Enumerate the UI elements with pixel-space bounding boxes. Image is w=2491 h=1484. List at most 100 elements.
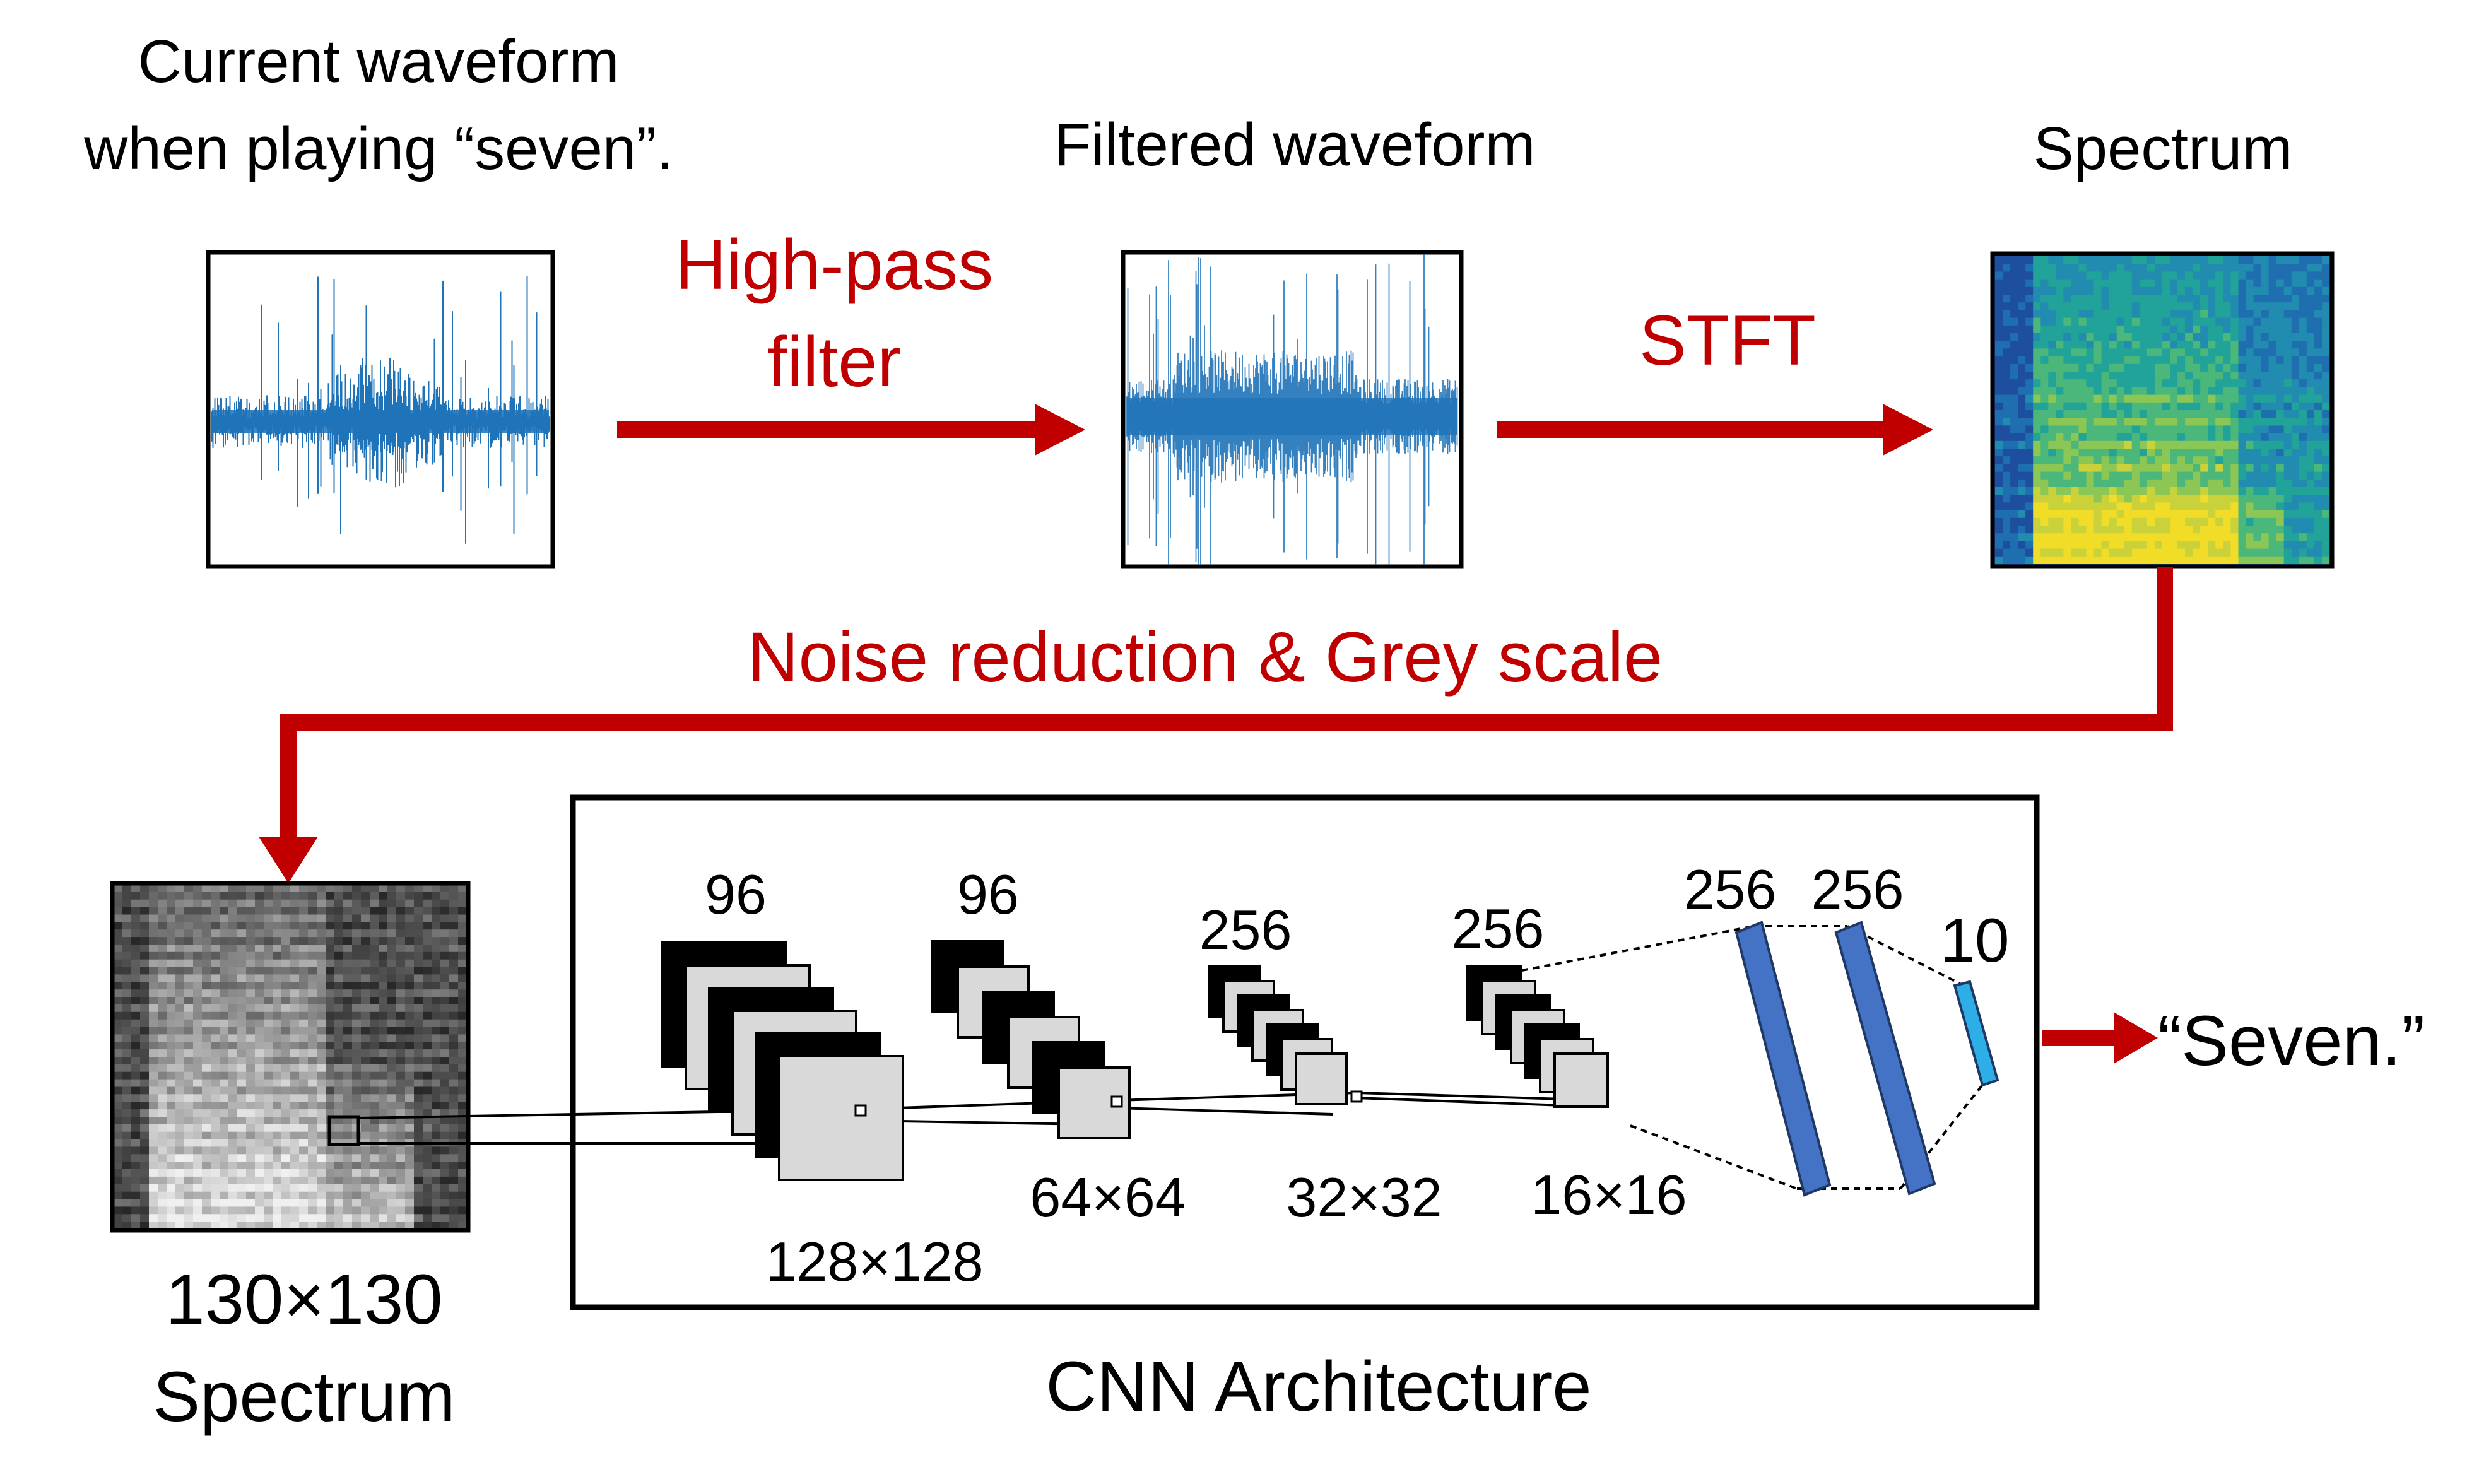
grey-spectrogram-cell bbox=[379, 899, 388, 908]
spectrogram-cell bbox=[2146, 363, 2155, 372]
grey-spectrogram-cell bbox=[379, 1184, 388, 1192]
grey-spectrogram-cell bbox=[334, 1019, 344, 1028]
grey-spectrogram-cell bbox=[122, 1109, 132, 1117]
grey-spectrogram-cell bbox=[405, 1057, 415, 1065]
spectrogram-cell bbox=[2261, 487, 2270, 495]
spectrogram-cell bbox=[2238, 510, 2247, 519]
grey-spectrogram-cell bbox=[228, 1214, 238, 1222]
grey-spectrogram-cell bbox=[158, 1169, 167, 1177]
spectrogram-cell bbox=[2253, 502, 2262, 511]
grey-spectrogram-cell bbox=[167, 929, 176, 938]
grey-spectrogram-cell bbox=[405, 1117, 415, 1125]
spectrogram-cell bbox=[2238, 333, 2247, 341]
spectrogram-cell bbox=[2025, 556, 2034, 564]
spectrogram-cell bbox=[2139, 502, 2148, 511]
spectrogram-cell bbox=[2048, 295, 2056, 303]
grey-spectrogram-cell bbox=[423, 1146, 432, 1155]
grey-spectrogram-cell bbox=[281, 1102, 291, 1110]
spectrogram-cell bbox=[2299, 479, 2307, 488]
spectrogram-cell bbox=[2124, 264, 2133, 272]
grey-spectrogram-cell bbox=[167, 1139, 176, 1148]
spectrogram-cell bbox=[2314, 471, 2323, 480]
grey-spectrogram-cell bbox=[246, 1162, 256, 1170]
grey-spectrogram-cell bbox=[281, 914, 291, 922]
spectrogram-cell bbox=[2003, 310, 2011, 319]
spectrogram-cell bbox=[2177, 394, 2186, 403]
grey-spectrogram-cell bbox=[290, 1146, 300, 1155]
spectrogram-cell bbox=[2116, 479, 2125, 488]
grey-spectrogram-cell bbox=[114, 1057, 123, 1065]
grey-spectrogram-cell bbox=[458, 1011, 467, 1020]
grey-spectrogram-cell bbox=[140, 914, 150, 922]
grey-spectrogram-cell bbox=[211, 1124, 220, 1133]
spectrogram-cell bbox=[2086, 379, 2095, 387]
grey-spectrogram-cell bbox=[290, 937, 300, 945]
spectrogram-cell bbox=[2268, 410, 2277, 418]
grey-spectrogram-cell bbox=[308, 1169, 317, 1177]
spectrogram-cell bbox=[2261, 402, 2270, 411]
grey-spectrogram-cell bbox=[405, 997, 415, 1005]
spectrogram-cell bbox=[1995, 487, 2003, 495]
grey-spectrogram-cell bbox=[423, 1117, 432, 1125]
spectrogram-cell bbox=[2131, 425, 2140, 434]
spectrogram-cell bbox=[2299, 418, 2307, 426]
spectrogram-cell bbox=[2208, 510, 2216, 519]
spectrogram-cell bbox=[2170, 410, 2178, 418]
spectrogram-cell bbox=[2146, 517, 2155, 526]
spectrogram-cell bbox=[2276, 517, 2285, 526]
grey-spectrogram-cell bbox=[193, 1011, 203, 1020]
grey-spectrogram-cell bbox=[228, 1199, 238, 1207]
grey-spectrogram-cell bbox=[440, 1109, 450, 1117]
grey-spectrogram-cell bbox=[440, 1199, 450, 1207]
grey-spectrogram-cell bbox=[264, 1064, 273, 1073]
grey-spectrogram-cell bbox=[405, 1222, 415, 1229]
spectrogram-cell bbox=[2177, 479, 2186, 488]
grey-spectrogram-cell bbox=[352, 914, 362, 922]
spectrogram-cell bbox=[2314, 495, 2323, 503]
spectrogram-cell bbox=[2109, 372, 2117, 380]
grey-spectrogram-cell bbox=[167, 1034, 176, 1042]
spectrogram-cell bbox=[2063, 479, 2071, 488]
spectrogram-cell bbox=[2283, 256, 2292, 264]
grey-spectrogram-cell bbox=[352, 951, 362, 960]
spectrogram-cell bbox=[2200, 440, 2208, 449]
grey-spectrogram-cell bbox=[334, 1146, 344, 1155]
spectrogram-cell bbox=[2268, 440, 2277, 449]
grey-spectrogram-cell bbox=[122, 1102, 132, 1110]
grey-spectrogram-cell bbox=[423, 899, 432, 908]
grey-spectrogram-cell bbox=[131, 1146, 141, 1155]
grey-spectrogram-cell bbox=[184, 1199, 194, 1207]
grey-spectrogram-cell bbox=[114, 885, 123, 893]
spectrogram-cell bbox=[2025, 372, 2034, 380]
grey-spectrogram-cell bbox=[432, 885, 441, 893]
spectrogram-cell bbox=[2193, 548, 2201, 557]
grey-spectrogram-cell bbox=[379, 1109, 388, 1117]
spectrogram-cell bbox=[2314, 425, 2323, 434]
grey-spectrogram-cell bbox=[149, 974, 158, 982]
spectrogram-cell bbox=[2299, 264, 2307, 272]
grey-spectrogram-cell bbox=[184, 899, 194, 908]
grey-spectrogram-cell bbox=[458, 1154, 467, 1162]
grey-spectrogram-cell bbox=[449, 1199, 459, 1207]
grey-spectrogram-cell bbox=[158, 974, 167, 982]
grey-spectrogram-cell bbox=[281, 1027, 291, 1035]
spectrogram-cell bbox=[2086, 433, 2095, 442]
grey-spectrogram-cell bbox=[281, 1064, 291, 1073]
spectrogram-cell bbox=[2025, 387, 2034, 396]
spectrogram-cell bbox=[2109, 479, 2117, 488]
grey-spectrogram-cell bbox=[131, 1191, 141, 1200]
spectrogram-cell bbox=[2276, 402, 2285, 411]
spectrogram-cell bbox=[2124, 372, 2133, 380]
spectrogram-cell bbox=[2276, 526, 2285, 534]
grey-spectrogram-cell bbox=[246, 1057, 256, 1065]
grey-spectrogram-cell bbox=[432, 982, 441, 990]
grey-spectrogram-cell bbox=[114, 1011, 123, 1020]
grey-spectrogram-cell bbox=[122, 1222, 132, 1229]
spectrogram-cell bbox=[2283, 387, 2292, 396]
grey-spectrogram-cell bbox=[175, 1124, 185, 1133]
grey-spectrogram-cell bbox=[326, 1222, 335, 1229]
grey-spectrogram-cell bbox=[405, 892, 415, 900]
spectrogram-cell bbox=[2170, 495, 2178, 503]
grey-spectrogram-cell bbox=[281, 1071, 291, 1080]
grey-spectrogram-cell bbox=[167, 1169, 176, 1177]
